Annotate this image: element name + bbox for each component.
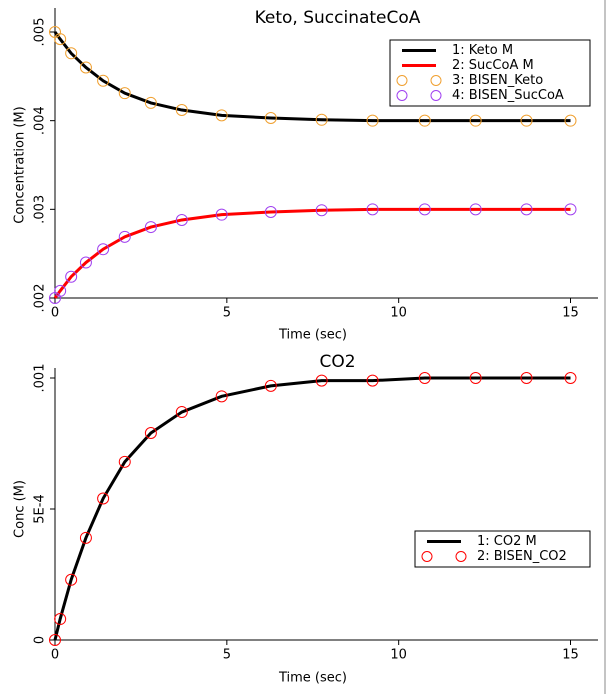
data-point <box>49 634 61 646</box>
x-tick-label: 10 <box>390 648 407 663</box>
x-axis-label: Time (sec) <box>278 328 347 343</box>
data-point <box>315 113 328 126</box>
data-point <box>175 104 188 117</box>
data-point <box>418 114 431 127</box>
legend-swatch <box>396 75 408 86</box>
data-point <box>79 61 92 74</box>
data-point <box>366 203 379 216</box>
y-axis-label: Concentration (M) <box>13 106 28 223</box>
legend-swatch <box>455 551 467 562</box>
data-point <box>54 284 67 297</box>
data-point <box>144 96 157 109</box>
series-line <box>53 207 571 299</box>
data-point <box>118 230 131 243</box>
y-tick-label: .003 <box>33 195 48 224</box>
data-point <box>366 114 379 127</box>
data-point <box>97 243 110 256</box>
legend-label: 2: SucCoA M <box>452 58 534 73</box>
data-point <box>79 531 92 544</box>
data-point <box>469 114 482 127</box>
data-point <box>264 379 277 392</box>
data-point <box>118 87 131 100</box>
x-tick-label: 5 <box>223 306 231 321</box>
legend-label: 3: BISEN_Keto <box>452 73 543 88</box>
legend-swatch <box>396 90 408 101</box>
legend-label: 2: BISEN_CO2 <box>477 549 567 564</box>
data-point <box>264 205 277 218</box>
data-point <box>564 114 577 127</box>
data-point <box>564 203 577 216</box>
legend-label: 4: BISEN_SucCoA <box>452 88 564 103</box>
data-point <box>366 374 379 387</box>
x-tick-label: 15 <box>562 306 579 321</box>
data-point <box>79 256 92 269</box>
data-point <box>520 203 533 216</box>
legend-label: 1: CO2 M <box>477 534 537 549</box>
legend-swatch <box>421 551 433 562</box>
legend-label: 1: Keto M <box>452 43 513 58</box>
data-point <box>215 390 228 403</box>
data-point <box>54 613 67 626</box>
x-tick-label: 10 <box>390 306 407 321</box>
data-point <box>215 208 228 221</box>
chart-title: CO2 <box>319 352 355 372</box>
data-point <box>469 372 482 384</box>
data-point <box>144 221 157 234</box>
data-point <box>520 114 533 127</box>
data-point <box>97 74 110 87</box>
data-point <box>418 372 431 384</box>
data-point <box>118 455 131 468</box>
data-point <box>175 406 188 419</box>
y-tick-label: 0 <box>33 636 48 644</box>
data-point <box>65 573 78 586</box>
data-point <box>175 213 188 226</box>
data-point <box>215 109 228 122</box>
legend-swatch <box>430 75 442 86</box>
data-point <box>144 427 157 440</box>
y-tick-label: .002 <box>33 284 48 313</box>
legend-swatch <box>430 90 442 101</box>
y-axis-label: Conc (M) <box>13 480 28 538</box>
data-point <box>65 47 78 60</box>
x-tick-label: 0 <box>51 306 59 321</box>
data-point <box>264 112 277 125</box>
data-point <box>97 492 110 505</box>
data-point <box>469 203 482 216</box>
data-point <box>418 203 431 216</box>
data-point <box>564 372 577 384</box>
data-point <box>315 374 328 387</box>
chart-title: Keto, SuccinateCoA <box>255 8 421 28</box>
data-point <box>520 372 533 384</box>
y-tick-label: .004 <box>33 106 48 135</box>
data-point <box>65 270 78 283</box>
series-line <box>53 376 571 641</box>
y-tick-label: .001 <box>33 364 48 393</box>
x-tick-label: 0 <box>51 648 59 663</box>
x-tick-label: 15 <box>562 648 579 663</box>
y-tick-label: 5E-4 <box>33 494 48 523</box>
x-axis-label: Time (sec) <box>278 671 347 686</box>
legend-box <box>414 530 591 568</box>
data-point <box>315 204 328 217</box>
data-point <box>54 33 67 46</box>
series-line <box>53 31 571 123</box>
x-tick-label: 5 <box>223 648 231 663</box>
y-tick-label: .005 <box>33 18 48 47</box>
